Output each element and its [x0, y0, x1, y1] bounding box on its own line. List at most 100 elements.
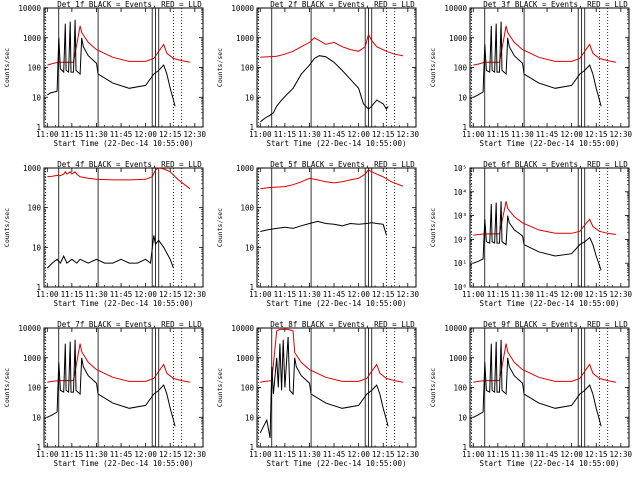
events-series-line — [47, 339, 176, 427]
x-tick-label: 12:00 — [134, 290, 157, 299]
x-tick-label: 11:00 — [36, 450, 59, 459]
y-tick-label: 100 — [240, 384, 254, 393]
panel-title: Det 4f BLACK = Events, RED = LLD — [57, 160, 202, 169]
y-axis-label: Counts/sec — [216, 208, 224, 247]
x-tick-label: 11:15 — [274, 130, 297, 139]
x-tick-label: 12:30 — [184, 290, 207, 299]
x-tick-label: 12:30 — [397, 130, 420, 139]
y-axis-label: Counts/sec — [216, 48, 224, 87]
y-tick-label: 100 — [240, 64, 254, 73]
x-tick-label: 11:00 — [249, 130, 272, 139]
panel-title: Det 3f BLACK = Events, RED = LLD — [483, 0, 628, 9]
plot-frame — [43, 327, 204, 448]
y-axis-label: Counts/sec — [3, 208, 11, 247]
x-tick-label: 12:30 — [184, 450, 207, 459]
y-tick-label: 1000 — [23, 354, 42, 363]
plot-frame — [256, 327, 417, 448]
x-tick-label: 12:00 — [560, 450, 583, 459]
x-tick-label: 12:00 — [347, 130, 370, 139]
y-tick-label: 1 — [249, 123, 254, 132]
panel-det-9: Det 9f BLACK = Events, RED = LLD 1 10 100 10… — [429, 320, 633, 468]
x-tick-label: 12:00 — [560, 290, 583, 299]
x-tick-label: 12:15 — [585, 130, 608, 139]
panel-det-5: Det 5f BLACK = Events, RED = LLD 1 10 100 10… — [216, 160, 420, 308]
y-tick-label: 10000 — [444, 324, 467, 333]
x-tick-label: 12:15 — [585, 290, 608, 299]
y-tick-label: 1000 — [449, 354, 468, 363]
y-tick-label: 1 — [249, 283, 254, 292]
x-tick-label: 11:15 — [487, 450, 510, 459]
y-tick-label: 10 — [458, 413, 468, 422]
x-tick-label: 11:15 — [61, 290, 84, 299]
y-tick-label: 1000 — [449, 34, 468, 43]
x-tick-label: 12:15 — [585, 450, 608, 459]
y-tick-label: 10000 — [231, 324, 254, 333]
x-tick-label: 11:15 — [487, 290, 510, 299]
x-tick-label: 11:45 — [110, 130, 133, 139]
x-tick-label: 12:15 — [372, 290, 395, 299]
events-series-line — [259, 336, 389, 439]
x-tick-label: 12:15 — [159, 290, 182, 299]
panel-title: Det 8f BLACK = Events, RED = LLD — [270, 320, 415, 329]
x-tick-label: 12:15 — [159, 130, 182, 139]
y-tick-label: 100 — [453, 64, 467, 73]
x-tick-label: 11:00 — [249, 450, 272, 459]
panel-det-7: Det 7f BLACK = Events, RED = LLD 1 10 100 10… — [3, 320, 207, 468]
y-axis-label: Counts/sec — [429, 48, 437, 87]
y-tick-label: 10000 — [444, 4, 467, 13]
x-tick-label: 11:30 — [511, 290, 534, 299]
y-tick-label: 100 — [240, 204, 254, 213]
y-tick-label: 1000 — [236, 34, 255, 43]
x-tick-label: 11:30 — [85, 130, 108, 139]
x-axis-label: Start Time (22-Dec-14 10:55:00) — [267, 139, 407, 148]
x-tick-label: 11:30 — [85, 450, 108, 459]
y-tick-label: 10 — [245, 413, 255, 422]
lld-series-line — [260, 169, 404, 190]
panel-title: Det 5f BLACK = Events, RED = LLD — [270, 160, 415, 169]
lld-series-line — [260, 33, 403, 58]
plot-frame — [256, 167, 417, 288]
y-tick-label: 1000 — [236, 164, 255, 173]
y-axis-label: Counts/sec — [3, 48, 11, 87]
x-axis-label: Start Time (22-Dec-14 10:55:00) — [54, 459, 194, 468]
x-tick-label: 12:00 — [347, 450, 370, 459]
events-series-line — [260, 220, 387, 236]
y-axis-label: Counts/sec — [429, 208, 437, 247]
y-axis-label: Counts/sec — [3, 368, 11, 407]
x-tick-label: 11:15 — [274, 450, 297, 459]
x-tick-label: 12:15 — [372, 450, 395, 459]
y-tick-label: 10² — [453, 235, 467, 244]
x-tick-label: 11:30 — [511, 450, 534, 459]
y-axis-label: Counts/sec — [216, 368, 224, 407]
y-tick-label: 1 — [462, 443, 467, 452]
x-axis-label: Start Time (22-Dec-14 10:55:00) — [480, 139, 620, 148]
y-tick-label: 1 — [36, 283, 41, 292]
x-tick-label: 11:00 — [36, 130, 59, 139]
y-tick-label: 10 — [32, 93, 42, 102]
events-series-line — [473, 339, 602, 427]
x-tick-label: 11:45 — [110, 290, 133, 299]
panel-title: Det 7f BLACK = Events, RED = LLD — [57, 320, 202, 329]
x-tick-label: 11:45 — [536, 450, 559, 459]
x-tick-label: 12:15 — [372, 130, 395, 139]
x-tick-label: 12:30 — [397, 290, 420, 299]
y-tick-label: 1 — [36, 443, 41, 452]
x-tick-label: 12:15 — [159, 450, 182, 459]
x-axis-label: Start Time (22-Dec-14 10:55:00) — [54, 299, 194, 308]
x-tick-label: 11:30 — [298, 290, 321, 299]
y-tick-label: 10000 — [18, 4, 41, 13]
x-tick-label: 11:45 — [323, 130, 346, 139]
x-tick-label: 12:00 — [560, 130, 583, 139]
x-tick-label: 11:45 — [323, 290, 346, 299]
x-axis-label: Start Time (22-Dec-14 10:55:00) — [480, 299, 620, 308]
y-tick-label: 10 — [245, 243, 255, 252]
x-axis-label: Start Time (22-Dec-14 10:55:00) — [267, 299, 407, 308]
x-tick-label: 12:00 — [347, 290, 370, 299]
y-tick-label: 1000 — [23, 34, 42, 43]
plot-frame — [469, 327, 630, 448]
y-tick-label: 10⁰ — [453, 283, 467, 292]
x-tick-label: 12:30 — [184, 130, 207, 139]
lld-series-line — [47, 167, 191, 190]
x-tick-label: 11:45 — [536, 290, 559, 299]
